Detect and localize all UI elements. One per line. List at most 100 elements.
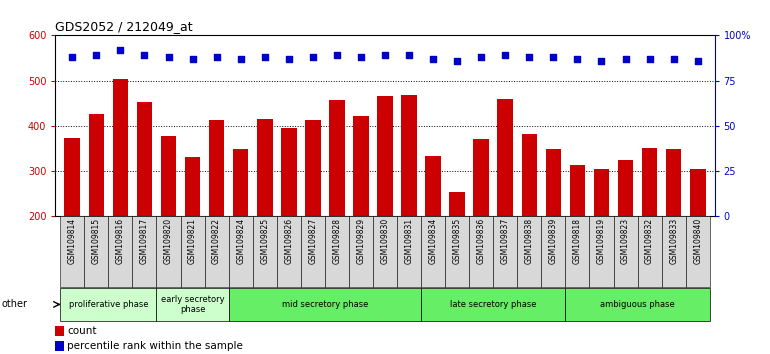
Text: mid secretory phase: mid secretory phase: [282, 300, 368, 309]
FancyBboxPatch shape: [276, 216, 301, 287]
FancyBboxPatch shape: [349, 216, 373, 287]
Point: [90, 52, 102, 58]
Point: [668, 56, 680, 62]
FancyBboxPatch shape: [397, 216, 421, 287]
Bar: [89, 114, 104, 306]
FancyBboxPatch shape: [229, 216, 253, 287]
Point: [162, 54, 175, 60]
Text: GSM109819: GSM109819: [597, 218, 606, 264]
FancyBboxPatch shape: [614, 216, 638, 287]
Bar: [329, 101, 345, 306]
Point: [306, 54, 319, 60]
Point: [619, 56, 631, 62]
FancyBboxPatch shape: [60, 288, 156, 321]
FancyBboxPatch shape: [229, 288, 421, 321]
FancyBboxPatch shape: [517, 216, 541, 287]
Text: GSM109817: GSM109817: [140, 218, 149, 264]
Text: GSM109824: GSM109824: [236, 218, 245, 264]
Text: late secretory phase: late secretory phase: [450, 300, 537, 309]
Bar: [666, 149, 681, 306]
Point: [355, 54, 367, 60]
Text: GSM109829: GSM109829: [357, 218, 366, 264]
Text: GSM109833: GSM109833: [669, 218, 678, 264]
Bar: [161, 136, 176, 306]
Text: GSM109825: GSM109825: [260, 218, 269, 264]
Text: proliferative phase: proliferative phase: [69, 300, 148, 309]
Text: GSM109832: GSM109832: [645, 218, 654, 264]
Bar: [521, 134, 537, 306]
Point: [186, 56, 199, 62]
Point: [210, 54, 223, 60]
Text: GSM109840: GSM109840: [693, 218, 702, 264]
Text: GSM109826: GSM109826: [284, 218, 293, 264]
Point: [595, 58, 608, 63]
Point: [114, 47, 126, 53]
Text: ambiguous phase: ambiguous phase: [600, 300, 675, 309]
Bar: [353, 116, 369, 306]
Bar: [641, 148, 658, 306]
Text: GSM109835: GSM109835: [453, 218, 462, 264]
FancyBboxPatch shape: [565, 288, 710, 321]
FancyBboxPatch shape: [469, 216, 494, 287]
Text: GSM109814: GSM109814: [68, 218, 77, 264]
Point: [499, 52, 511, 58]
FancyBboxPatch shape: [445, 216, 469, 287]
Point: [547, 54, 560, 60]
FancyBboxPatch shape: [109, 216, 132, 287]
FancyBboxPatch shape: [373, 216, 397, 287]
Text: GSM109822: GSM109822: [212, 218, 221, 264]
Point: [451, 58, 464, 63]
Bar: [185, 157, 200, 306]
Point: [523, 54, 535, 60]
Text: percentile rank within the sample: percentile rank within the sample: [67, 341, 243, 351]
Text: GSM109831: GSM109831: [404, 218, 413, 264]
Bar: [55, 326, 64, 336]
FancyBboxPatch shape: [541, 216, 565, 287]
FancyBboxPatch shape: [156, 216, 180, 287]
Bar: [570, 165, 585, 306]
FancyBboxPatch shape: [638, 216, 661, 287]
Bar: [594, 169, 609, 306]
Text: GSM109818: GSM109818: [573, 218, 582, 264]
Text: GSM109838: GSM109838: [525, 218, 534, 264]
Text: GDS2052 / 212049_at: GDS2052 / 212049_at: [55, 20, 193, 33]
Bar: [55, 341, 64, 351]
Point: [475, 54, 487, 60]
Bar: [233, 149, 249, 306]
Text: GSM109839: GSM109839: [549, 218, 558, 264]
Point: [427, 56, 439, 62]
Text: GSM109820: GSM109820: [164, 218, 173, 264]
FancyBboxPatch shape: [60, 216, 84, 287]
Text: GSM109816: GSM109816: [116, 218, 125, 264]
FancyBboxPatch shape: [325, 216, 349, 287]
Bar: [618, 160, 634, 306]
FancyBboxPatch shape: [421, 288, 565, 321]
Text: GSM109837: GSM109837: [500, 218, 510, 264]
Bar: [209, 120, 224, 306]
Text: GSM109834: GSM109834: [429, 218, 437, 264]
Point: [644, 56, 656, 62]
Bar: [474, 139, 489, 306]
Point: [691, 58, 704, 63]
Text: GSM109836: GSM109836: [477, 218, 486, 264]
Point: [379, 52, 391, 58]
Bar: [401, 96, 417, 306]
Point: [571, 56, 584, 62]
Point: [283, 56, 295, 62]
Bar: [425, 156, 441, 306]
Bar: [281, 128, 296, 306]
Bar: [690, 169, 705, 306]
FancyBboxPatch shape: [84, 216, 109, 287]
Bar: [450, 192, 465, 306]
FancyBboxPatch shape: [253, 216, 276, 287]
Point: [259, 54, 271, 60]
Text: GSM109830: GSM109830: [380, 218, 390, 264]
Bar: [546, 149, 561, 306]
Bar: [497, 99, 513, 306]
FancyBboxPatch shape: [565, 216, 590, 287]
Text: other: other: [2, 299, 28, 309]
Text: GSM109821: GSM109821: [188, 218, 197, 264]
FancyBboxPatch shape: [494, 216, 517, 287]
Point: [331, 52, 343, 58]
Text: early secretory
phase: early secretory phase: [161, 295, 224, 314]
